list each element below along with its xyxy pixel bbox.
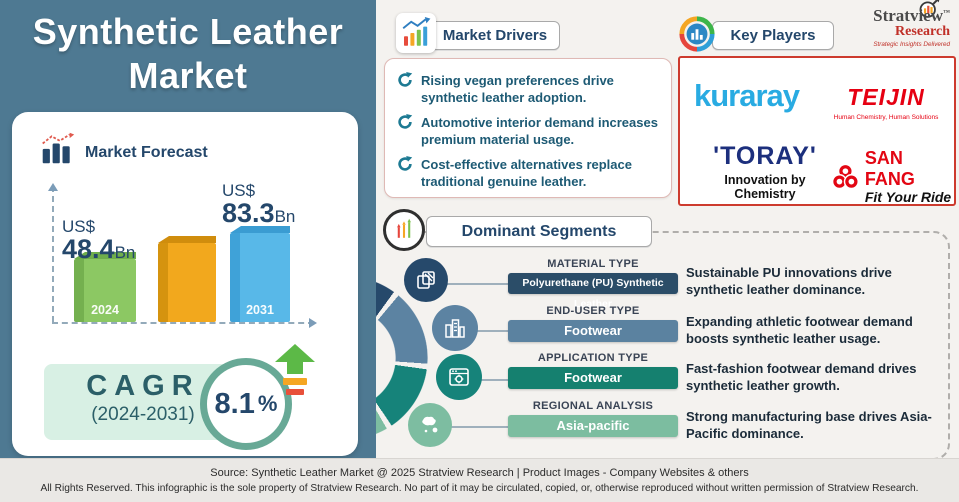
- segment-category: END-USER TYPE: [546, 305, 640, 317]
- dominant-segments-icon: [383, 209, 425, 251]
- cagr-period: (2024-2031): [91, 404, 195, 425]
- key-players-heading: Key Players: [712, 21, 834, 50]
- bar-year-label: 2031: [246, 303, 274, 317]
- growth-arrow-icon: [275, 344, 315, 395]
- connector-line: [480, 379, 510, 381]
- page-title: Synthetic Leather Market: [32, 11, 344, 96]
- forecast-header: Market Forecast: [40, 132, 208, 164]
- cycle-arrow-bullet-icon: [398, 72, 413, 87]
- cagr-value-circle: 8.1 %: [200, 358, 292, 450]
- segment-value-enduser: Footwear: [508, 320, 678, 342]
- segment-category: MATERIAL TYPE: [547, 258, 639, 270]
- forecast-card: Market Forecast 2024 2031 US$ 48.4Bn US$…: [12, 112, 358, 456]
- segment-description: Sustainable PU innovations drive synthet…: [686, 265, 892, 297]
- chart-x-axis: [52, 318, 317, 328]
- segment-category: APPLICATION TYPE: [537, 352, 649, 364]
- key-players-icon: [678, 15, 716, 58]
- forecast-heading: Market Forecast: [85, 144, 208, 161]
- driver-item: Cost-effective alternatives replace trad…: [397, 156, 665, 190]
- stratview-logo: Stratview™ Research Strategic Insights D…: [852, 0, 954, 48]
- footer-source-line: Source: Synthetic Leather Market @ 2025 …: [210, 467, 749, 479]
- value-label-2031: US$ 83.3Bn: [222, 181, 296, 229]
- segment-description: Expanding athletic footwear demand boost…: [686, 314, 913, 346]
- market-drivers-icon: [396, 13, 436, 53]
- brand-name: Stratview: [873, 6, 943, 25]
- bar-year-label: 2024: [91, 303, 119, 317]
- brand-tagline: Strategic Insights Delivered: [873, 41, 950, 48]
- segment-value-region: Asia-pacific: [508, 415, 678, 437]
- teijin-logo: TEIJIN Human Chemistry, Human Solutions: [833, 84, 939, 121]
- market-drivers-panel: Rising vegan preferences drive synthetic…: [384, 58, 672, 198]
- value-label-2024: US$ 48.4Bn: [62, 217, 136, 265]
- segment-category: REGIONAL ANALYSIS: [532, 400, 654, 412]
- cagr-label: CAGR: [86, 370, 200, 402]
- application-type-icon: [436, 354, 482, 400]
- segment-description: Strong manufacturing base drives Asia-Pa…: [686, 409, 932, 441]
- market-drivers-heading: Market Drivers: [430, 21, 560, 50]
- key-players-panel: kuraray TEIJIN Human Chemistry, Human So…: [678, 56, 956, 206]
- dominant-segments-heading: Dominant Segments: [426, 216, 652, 247]
- segment-value-application: Footwear: [508, 367, 678, 389]
- connector-line: [448, 426, 510, 428]
- segment-value-material: Polyurethane (PU) Synthetic Leather: [508, 273, 678, 310]
- kuraray-logo: kuraray: [694, 78, 800, 113]
- sanfang-clover-icon: [832, 163, 859, 189]
- bar-2031: 2031: [230, 233, 290, 322]
- segment-description: Fast-fashion footwear demand drives synt…: [686, 361, 917, 393]
- chart-y-axis: [48, 183, 58, 322]
- regional-analysis-icon: [408, 403, 452, 447]
- bar-middle: [158, 243, 216, 322]
- footer: Source: Synthetic Leather Market @ 2025 …: [0, 458, 959, 502]
- footer-rights-line: All Rights Reserved. This infographic is…: [40, 483, 919, 494]
- end-user-type-icon: [432, 305, 478, 351]
- sanfang-logo: SAN FANG Fit Your Ride: [832, 148, 954, 205]
- bar-2024: 2024: [74, 259, 136, 322]
- brand-sub: Research: [895, 24, 950, 39]
- left-panel: Synthetic Leather Market Market Forecast…: [0, 0, 376, 458]
- connector-line: [444, 283, 510, 285]
- driver-item: Automotive interior demand increases pre…: [397, 114, 665, 148]
- cycle-arrow-bullet-icon: [398, 156, 413, 171]
- connector-line: [476, 330, 510, 332]
- colorful-bar-chart-icon: [402, 17, 431, 46]
- magnifier-chart-icon: [919, 0, 940, 18]
- driver-item: Rising vegan preferences drive synthetic…: [397, 72, 665, 106]
- toray-logo: 'TORAY' Innovation by Chemistry: [713, 142, 817, 201]
- cycle-arrow-bullet-icon: [398, 114, 413, 129]
- bar-chart-trend-icon: [42, 132, 75, 164]
- trademark: ™: [943, 8, 950, 17]
- material-type-icon: [404, 258, 448, 302]
